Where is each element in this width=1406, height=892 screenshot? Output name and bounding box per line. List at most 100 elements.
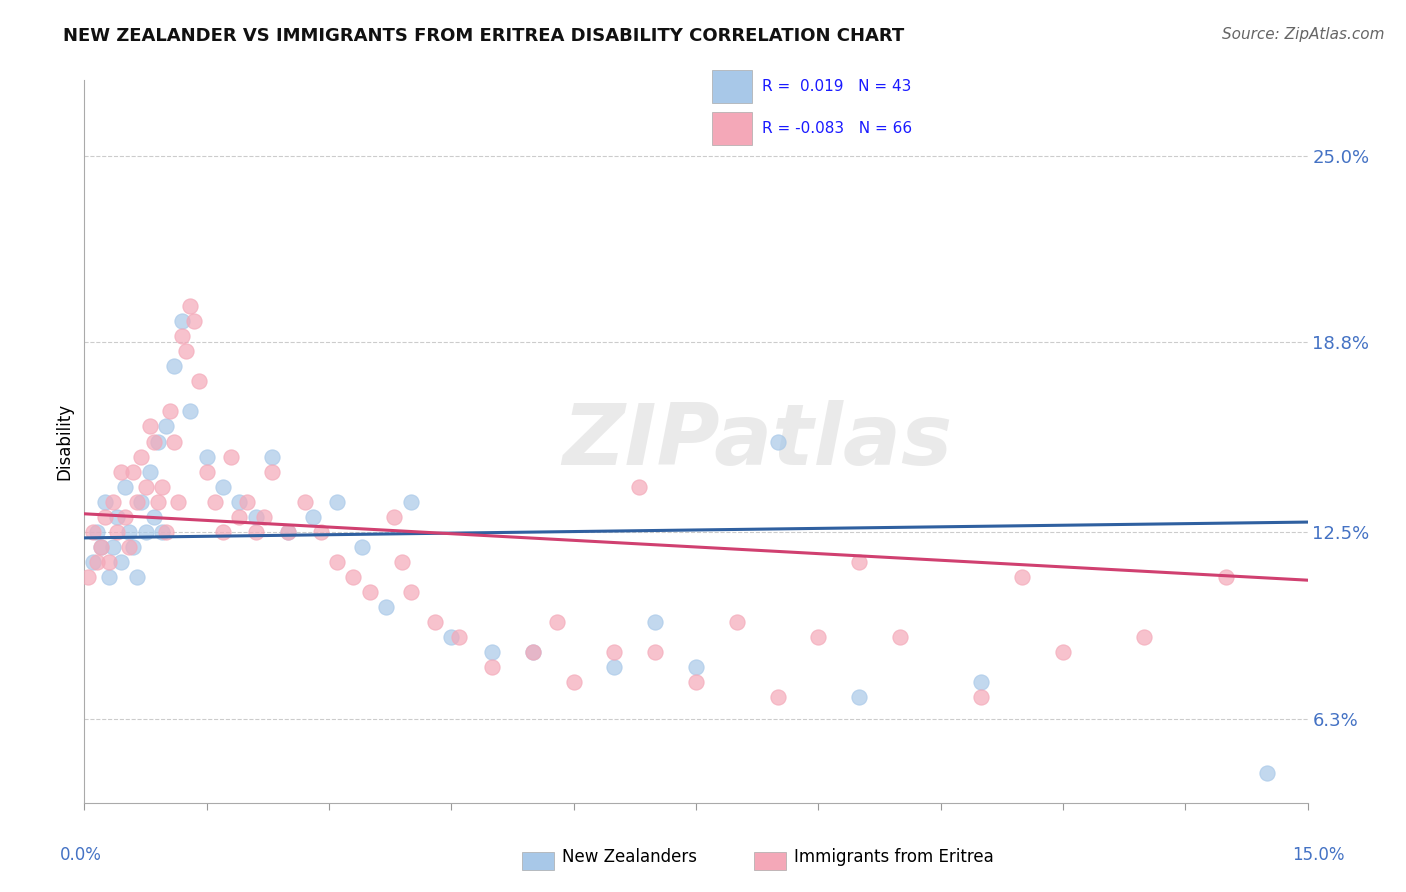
Point xyxy=(260,465,283,479)
Point xyxy=(228,494,250,508)
Point xyxy=(135,524,157,539)
Point xyxy=(110,555,132,569)
Point xyxy=(309,524,332,539)
Point xyxy=(219,450,242,464)
Point xyxy=(546,615,568,630)
Point xyxy=(122,465,145,479)
Point xyxy=(86,524,108,539)
Point xyxy=(245,524,267,539)
Point xyxy=(1052,645,1074,659)
Point xyxy=(172,314,194,328)
Point xyxy=(167,494,190,508)
Point xyxy=(1011,570,1033,584)
Point xyxy=(685,675,707,690)
Point xyxy=(122,540,145,554)
Point xyxy=(127,570,149,584)
Point xyxy=(93,509,115,524)
Point xyxy=(212,480,235,494)
Text: ZIPatlas: ZIPatlas xyxy=(562,400,952,483)
Point xyxy=(138,419,160,434)
Point xyxy=(970,675,993,690)
Bar xyxy=(522,853,554,871)
Point xyxy=(391,555,413,569)
Point xyxy=(97,555,120,569)
Point xyxy=(382,509,405,524)
Point xyxy=(228,509,250,524)
Point xyxy=(399,585,422,599)
Point xyxy=(195,450,218,464)
Point xyxy=(146,434,169,449)
Point xyxy=(118,524,141,539)
Point xyxy=(359,585,381,599)
Point xyxy=(644,615,666,630)
Point xyxy=(236,494,259,508)
Point xyxy=(110,465,132,479)
Point xyxy=(522,645,544,659)
Point xyxy=(603,645,626,659)
Point xyxy=(142,509,165,524)
Y-axis label: Disability: Disability xyxy=(55,403,73,480)
Point xyxy=(277,524,299,539)
Point xyxy=(146,494,169,508)
Text: 15.0%: 15.0% xyxy=(1292,847,1344,864)
Point xyxy=(172,329,194,343)
Point xyxy=(82,524,104,539)
Point xyxy=(260,450,283,464)
Point xyxy=(127,494,149,508)
Point xyxy=(86,555,108,569)
Text: Source: ZipAtlas.com: Source: ZipAtlas.com xyxy=(1222,27,1385,42)
Point xyxy=(889,630,911,644)
Point xyxy=(131,450,153,464)
Point xyxy=(1215,570,1237,584)
Bar xyxy=(713,112,752,145)
Point xyxy=(195,465,218,479)
Point xyxy=(725,615,748,630)
Point xyxy=(644,645,666,659)
Point xyxy=(142,434,165,449)
Point xyxy=(163,434,186,449)
Text: 0.0%: 0.0% xyxy=(60,847,101,864)
Point xyxy=(174,344,197,359)
Point xyxy=(277,524,299,539)
Point xyxy=(179,404,201,418)
Point xyxy=(101,494,124,508)
Point xyxy=(522,645,544,659)
Point xyxy=(350,540,373,554)
Point xyxy=(82,555,104,569)
Point xyxy=(481,660,503,674)
Point xyxy=(77,570,100,584)
Point xyxy=(105,524,128,539)
Point xyxy=(101,540,124,554)
Point xyxy=(179,299,201,313)
Point xyxy=(807,630,830,644)
Point xyxy=(183,314,205,328)
Point xyxy=(342,570,364,584)
Point xyxy=(93,494,115,508)
Point xyxy=(481,645,503,659)
Point xyxy=(326,555,349,569)
Point xyxy=(766,690,789,705)
Point xyxy=(848,690,870,705)
Point xyxy=(245,509,267,524)
Point xyxy=(685,660,707,674)
Point xyxy=(627,480,650,494)
Point xyxy=(131,494,153,508)
Point xyxy=(150,480,173,494)
Point xyxy=(294,494,316,508)
Point xyxy=(155,419,177,434)
Point xyxy=(212,524,235,539)
Bar xyxy=(713,70,752,103)
Text: New Zealanders: New Zealanders xyxy=(562,847,697,866)
Point xyxy=(138,465,160,479)
Bar xyxy=(754,853,786,871)
Point xyxy=(253,509,276,524)
Point xyxy=(603,660,626,674)
Point xyxy=(204,494,226,508)
Point xyxy=(90,540,112,554)
Point xyxy=(440,630,463,644)
Point xyxy=(1133,630,1156,644)
Point xyxy=(155,524,177,539)
Point xyxy=(326,494,349,508)
Text: R =  0.019   N = 43: R = 0.019 N = 43 xyxy=(762,79,911,94)
Point xyxy=(159,404,181,418)
